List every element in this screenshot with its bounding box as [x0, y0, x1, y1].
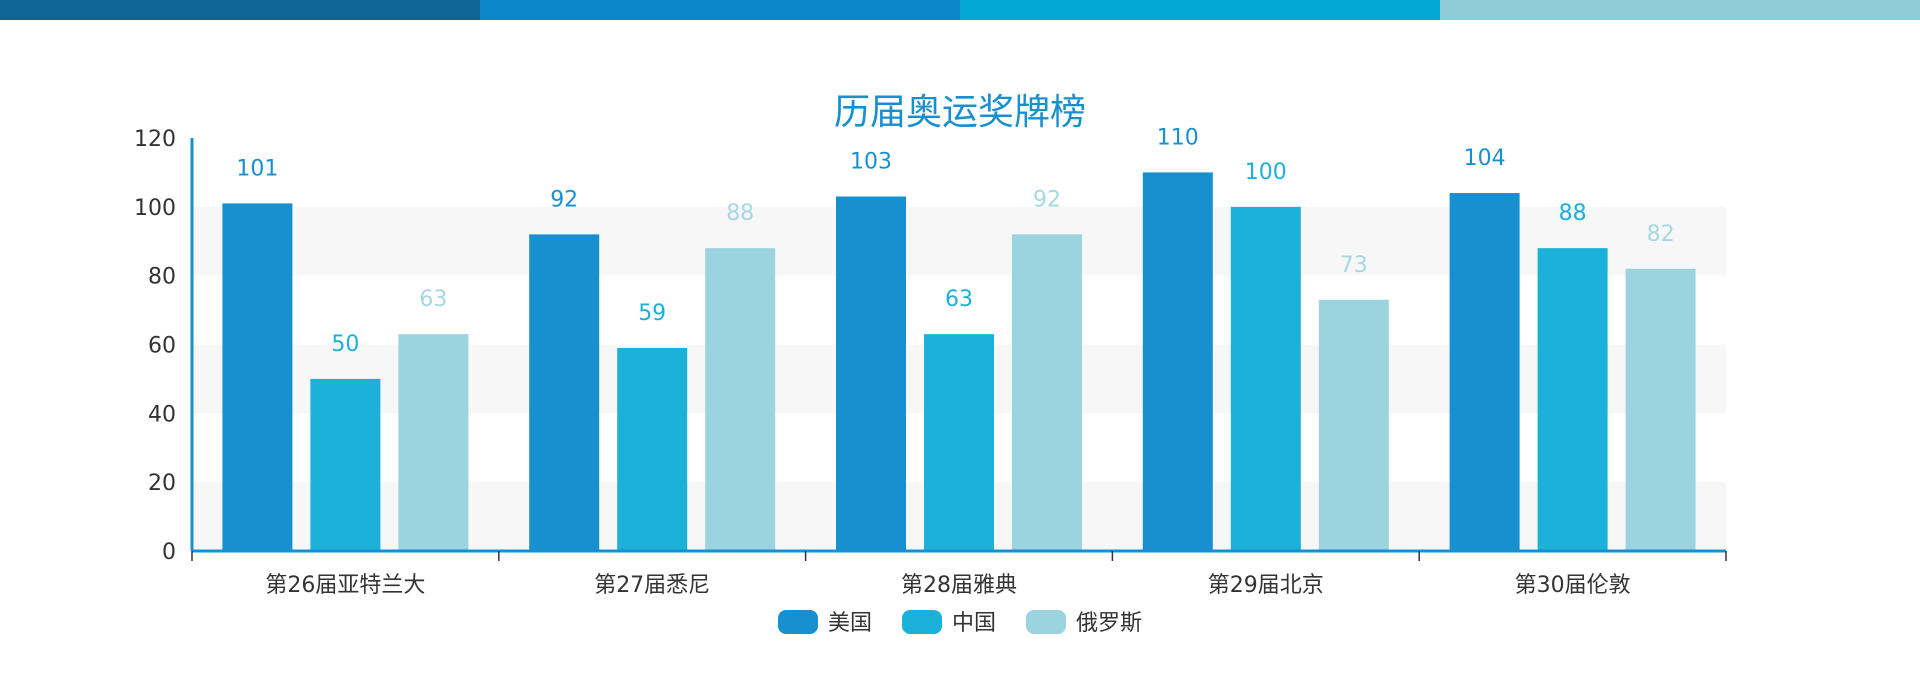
y-tick-label: 80	[148, 265, 176, 290]
bar	[1625, 268, 1696, 551]
legend-swatch	[1026, 610, 1066, 634]
legend-label: 美国	[828, 611, 872, 636]
x-tick-label: 第28届雅典	[901, 573, 1017, 598]
bar	[222, 203, 293, 551]
data-label: 100	[1245, 160, 1287, 185]
legend-label: 俄罗斯	[1076, 611, 1142, 636]
legend-swatch	[778, 610, 818, 634]
data-label: 110	[1157, 125, 1199, 150]
data-label: 88	[1559, 201, 1587, 226]
data-label: 63	[945, 287, 973, 312]
y-tick-label: 40	[148, 402, 176, 427]
bar	[836, 196, 906, 551]
legend-swatch	[902, 610, 942, 634]
bar	[1537, 248, 1608, 551]
bar	[1318, 299, 1389, 551]
top-bar-segment-2	[480, 0, 960, 20]
chart-title: 历届奥运奖牌榜	[834, 92, 1086, 133]
bar	[398, 334, 469, 551]
bar	[705, 248, 776, 551]
x-tick-label: 第30届伦敦	[1515, 573, 1631, 598]
data-label: 82	[1647, 222, 1675, 247]
bar	[617, 347, 688, 551]
data-label: 92	[550, 187, 578, 212]
data-label: 59	[638, 301, 666, 326]
bar	[924, 334, 994, 551]
legend: 美国 中国 俄罗斯	[778, 610, 1142, 636]
top-bar-segment-1	[0, 0, 480, 20]
bar	[310, 378, 381, 551]
bar	[1012, 234, 1082, 551]
y-tick-label: 0	[162, 540, 176, 565]
data-label: 101	[236, 156, 278, 181]
legend-label: 中国	[952, 611, 996, 636]
top-bar-segment-4	[1440, 0, 1920, 20]
data-label: 92	[1033, 187, 1061, 212]
data-label: 104	[1464, 146, 1506, 171]
bar	[1142, 172, 1213, 551]
axes	[190, 138, 1727, 561]
top-bar-segment-3	[960, 0, 1440, 20]
bar	[1449, 193, 1520, 552]
y-axis-ticks: 0 20 40 60 80 100 120	[134, 127, 176, 565]
top-color-bar	[0, 0, 1920, 20]
data-label: 73	[1340, 253, 1368, 278]
data-label: 88	[726, 201, 754, 226]
bar	[1230, 206, 1301, 552]
data-labels: 101 50 63 92 59 88 103 63 92 110 100 73 104 88 82	[236, 125, 1674, 356]
data-label: 103	[850, 150, 892, 175]
x-axis-ticks: 第26届亚特兰大 第27届悉尼 第28届雅典 第29届北京 第30届伦敦	[265, 573, 1630, 598]
x-tick-label: 第27届悉尼	[594, 573, 710, 598]
x-tick-label: 第26届亚特兰大	[265, 573, 425, 598]
data-label: 63	[419, 287, 447, 312]
data-label: 50	[331, 332, 359, 357]
y-tick-label: 120	[134, 127, 176, 152]
y-tick-label: 100	[134, 196, 176, 221]
x-tick-label: 第29届北京	[1208, 573, 1324, 598]
bars	[222, 172, 1696, 552]
y-tick-label: 60	[148, 334, 176, 359]
y-tick-label: 20	[148, 471, 176, 496]
bar	[529, 234, 600, 551]
